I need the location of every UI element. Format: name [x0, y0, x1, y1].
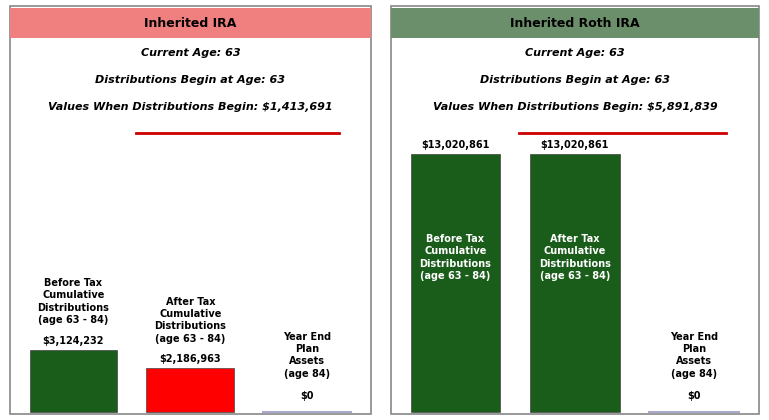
Text: Year End
Plan
Assets
(age 84): Year End Plan Assets (age 84) — [283, 331, 331, 379]
Text: $3,124,232: $3,124,232 — [43, 336, 104, 346]
Text: $2,186,963: $2,186,963 — [159, 354, 221, 365]
Text: Before Tax
Cumulative
Distributions
(age 63 - 84): Before Tax Cumulative Distributions (age… — [420, 234, 491, 281]
Text: Current Age: 63: Current Age: 63 — [525, 48, 624, 58]
Bar — [30, 350, 118, 412]
Text: Distributions Begin at Age: 63: Distributions Begin at Age: 63 — [95, 75, 285, 85]
Text: Values When Distributions Begin: $1,413,691: Values When Distributions Begin: $1,413,… — [48, 102, 333, 112]
Bar — [530, 155, 620, 412]
Bar — [147, 368, 235, 412]
Text: After Tax
Cumulative
Distributions
(age 63 - 84): After Tax Cumulative Distributions (age … — [155, 297, 226, 344]
Text: Inherited Roth IRA: Inherited Roth IRA — [510, 17, 640, 30]
Text: $13,020,861: $13,020,861 — [541, 140, 609, 150]
Text: $0: $0 — [301, 391, 314, 402]
Text: Year End
Plan
Assets
(age 84): Year End Plan Assets (age 84) — [670, 331, 718, 379]
Text: $0: $0 — [687, 391, 701, 402]
Text: Values When Distributions Begin: $5,891,839: Values When Distributions Begin: $5,891,… — [432, 102, 717, 112]
Text: Current Age: 63: Current Age: 63 — [141, 48, 240, 58]
Bar — [391, 8, 759, 38]
Bar — [411, 155, 501, 412]
Text: $13,020,861: $13,020,861 — [421, 140, 490, 150]
Text: Inherited IRA: Inherited IRA — [144, 17, 237, 30]
Bar — [10, 8, 371, 38]
Text: After Tax
Cumulative
Distributions
(age 63 - 84): After Tax Cumulative Distributions (age … — [539, 234, 611, 281]
Text: Distributions Begin at Age: 63: Distributions Begin at Age: 63 — [480, 75, 670, 85]
Text: Before Tax
Cumulative
Distributions
(age 63 - 84): Before Tax Cumulative Distributions (age… — [38, 278, 109, 325]
